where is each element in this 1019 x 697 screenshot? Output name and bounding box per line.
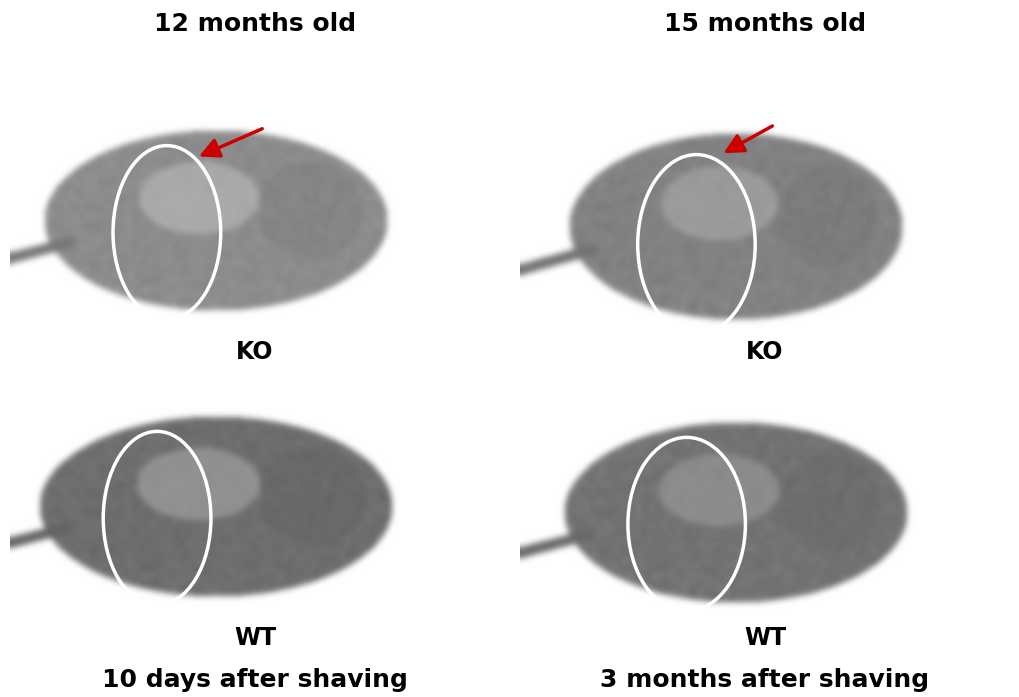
Text: 3 months after shaving: 3 months after shaving (600, 668, 928, 691)
Text: WT: WT (743, 626, 786, 650)
Text: WT: WT (233, 626, 276, 650)
Text: 12 months old: 12 months old (154, 13, 356, 36)
Text: KO: KO (236, 340, 273, 365)
Text: 15 months old: 15 months old (663, 13, 865, 36)
Text: 10 days after shaving: 10 days after shaving (102, 668, 408, 691)
Text: KO: KO (746, 340, 783, 365)
